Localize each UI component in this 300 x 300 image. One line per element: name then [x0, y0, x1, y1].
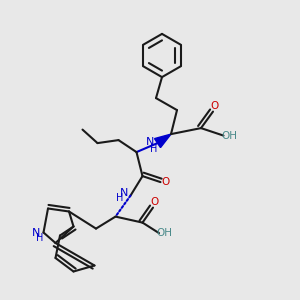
Text: H: H — [36, 233, 43, 243]
Text: N: N — [120, 188, 129, 198]
Text: O: O — [210, 101, 219, 111]
Polygon shape — [154, 134, 171, 148]
Text: H: H — [116, 193, 124, 203]
Text: OH: OH — [221, 130, 237, 141]
Text: N: N — [146, 136, 154, 147]
Text: O: O — [162, 177, 170, 187]
Text: N: N — [32, 227, 40, 238]
Text: H: H — [150, 143, 158, 154]
Text: O: O — [150, 197, 159, 207]
Text: OH: OH — [156, 228, 172, 238]
